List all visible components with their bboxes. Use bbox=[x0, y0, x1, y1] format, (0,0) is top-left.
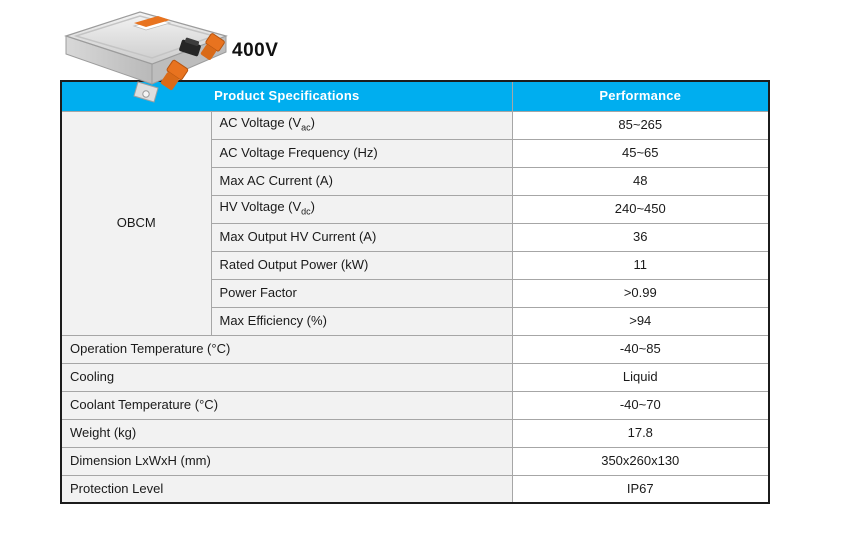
spec-label: Power Factor bbox=[219, 284, 297, 300]
spec-value-cell: 17.8 bbox=[511, 418, 770, 448]
spec-label-cell: Protection Level bbox=[60, 474, 513, 504]
spec-label-cell: Cooling bbox=[60, 362, 513, 392]
spec-label-cell: Dimension LxWxH (mm) bbox=[60, 446, 513, 476]
table-row: Operation Temperature (°C) -40~85 bbox=[60, 334, 770, 364]
hv-connector-right bbox=[200, 33, 225, 60]
table-row: Max AC Current (A) 48 bbox=[61, 166, 770, 196]
spec-label: AC Voltage Frequency (Hz) bbox=[219, 144, 378, 160]
spec-label-cell: HV Voltage (Vdc) bbox=[210, 194, 513, 224]
spec-value-cell: 11 bbox=[511, 250, 770, 280]
spec-value-cell: 350x260x130 bbox=[511, 446, 770, 476]
spec-label: Rated Output Power (kW) bbox=[219, 256, 369, 272]
spec-label-cell: AC Voltage Frequency (Hz) bbox=[210, 138, 513, 168]
spec-value-cell: Liquid bbox=[511, 362, 770, 392]
spec-label: Max Output HV Current (A) bbox=[219, 228, 377, 244]
spec-label-cell: Max Output HV Current (A) bbox=[210, 222, 513, 252]
spec-value-cell: >94 bbox=[511, 306, 770, 336]
table-row: Protection Level IP67 bbox=[60, 474, 770, 504]
table-row: Power Factor >0.99 bbox=[61, 278, 770, 308]
bracket-hole bbox=[142, 90, 150, 98]
product-image bbox=[64, 11, 228, 103]
table-row: Coolant Temperature (°C) -40~70 bbox=[60, 390, 770, 420]
spec-label-suffix: ) bbox=[310, 115, 316, 131]
spec-label-subscript: dc bbox=[301, 206, 311, 217]
table-row: Cooling Liquid bbox=[60, 362, 770, 392]
spec-label-cell: Weight (kg) bbox=[60, 418, 513, 448]
spec-label-cell: Rated Output Power (kW) bbox=[210, 250, 513, 280]
spec-label: AC Voltage (V bbox=[219, 115, 302, 131]
spec-label: Max AC Current (A) bbox=[219, 172, 333, 188]
spec-value-cell: 48 bbox=[511, 166, 770, 196]
spec-label: Max Efficiency (%) bbox=[219, 312, 327, 328]
spec-value-cell: 36 bbox=[511, 222, 770, 252]
spec-label-cell: AC Voltage (Vac) bbox=[210, 110, 513, 140]
table-row: Weight (kg) 17.8 bbox=[60, 418, 770, 448]
spec-value-cell: -40~70 bbox=[511, 390, 770, 420]
spec-table: Product Specifications Performance OBCM … bbox=[60, 80, 771, 504]
table-row: Dimension LxWxH (mm) 350x260x130 bbox=[60, 446, 770, 476]
spec-label-cell: Max AC Current (A) bbox=[210, 166, 513, 196]
signal-connector bbox=[179, 37, 201, 57]
spec-value-cell: IP67 bbox=[511, 474, 770, 504]
hv-connector-front bbox=[160, 59, 189, 91]
spec-value-cell: 240~450 bbox=[511, 194, 770, 224]
spec-value-cell: >0.99 bbox=[511, 278, 770, 308]
spec-label: HV Voltage (V bbox=[219, 199, 302, 215]
device-label-sticker-orange bbox=[134, 16, 170, 27]
spec-value-cell: -40~85 bbox=[511, 334, 770, 364]
table-row: Rated Output Power (kW) 11 bbox=[61, 250, 770, 280]
header-performance: Performance bbox=[511, 80, 770, 112]
group-cell-obcm: OBCM bbox=[60, 110, 212, 336]
spec-value-cell: 85~265 bbox=[511, 110, 770, 140]
spec-label-cell: Power Factor bbox=[210, 278, 513, 308]
spec-label-subscript: ac bbox=[301, 122, 311, 133]
spec-label-cell: Operation Temperature (°C) bbox=[60, 334, 513, 364]
spec-value-cell: 45~65 bbox=[511, 138, 770, 168]
table-row: OBCM AC Voltage (Vac) 85~265 bbox=[60, 110, 770, 336]
table-row: Max Output HV Current (A) 36 bbox=[61, 222, 770, 252]
spec-label-cell: Coolant Temperature (°C) bbox=[60, 390, 513, 420]
table-row: AC Voltage Frequency (Hz) 45~65 bbox=[61, 138, 770, 168]
table-header-row: Product Specifications Performance bbox=[60, 80, 770, 112]
voltage-label: 400V bbox=[232, 40, 279, 61]
table-row: HV Voltage (Vdc) 240~450 bbox=[61, 194, 770, 224]
spec-label-cell: Max Efficiency (%) bbox=[210, 306, 513, 336]
spec-label-suffix: ) bbox=[310, 199, 316, 215]
